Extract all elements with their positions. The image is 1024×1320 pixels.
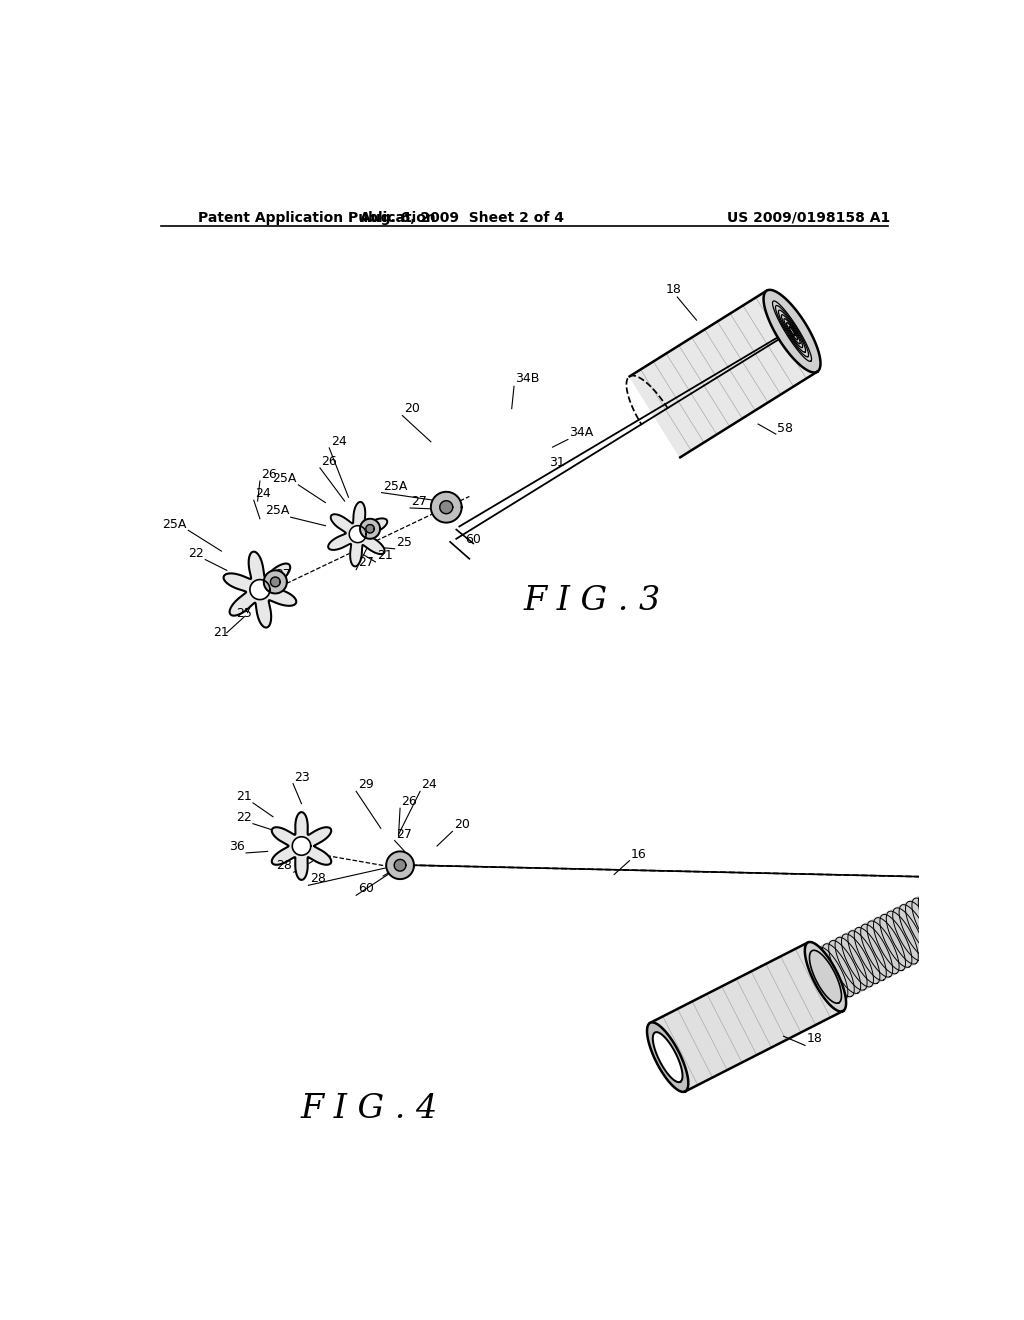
Polygon shape (812, 853, 1024, 1003)
Polygon shape (647, 1023, 688, 1092)
Polygon shape (431, 492, 462, 523)
Text: 36: 36 (228, 840, 245, 853)
Text: 60: 60 (357, 882, 374, 895)
Polygon shape (328, 502, 387, 566)
Polygon shape (223, 552, 296, 627)
Text: 26: 26 (322, 455, 337, 467)
Polygon shape (270, 577, 281, 587)
Text: 22: 22 (188, 548, 204, 560)
Text: 20: 20 (403, 403, 420, 416)
Text: 58: 58 (777, 422, 794, 434)
Polygon shape (630, 290, 817, 457)
Text: 60: 60 (466, 533, 481, 546)
Polygon shape (292, 837, 310, 855)
Text: 18: 18 (807, 1032, 822, 1045)
Text: 27: 27 (396, 828, 412, 841)
Polygon shape (250, 579, 270, 599)
Polygon shape (394, 859, 406, 871)
Polygon shape (366, 524, 374, 533)
Text: 24: 24 (422, 779, 437, 791)
Text: 34B: 34B (515, 372, 540, 384)
Text: 25A: 25A (383, 479, 408, 492)
Text: 25: 25 (396, 536, 412, 549)
Text: 21: 21 (236, 789, 252, 803)
Polygon shape (650, 942, 843, 1092)
Text: 25: 25 (236, 607, 252, 619)
Text: 34A: 34A (569, 425, 594, 438)
Text: 18: 18 (666, 284, 682, 296)
Polygon shape (1001, 853, 1024, 906)
Text: 22: 22 (236, 810, 252, 824)
Text: 21: 21 (214, 626, 229, 639)
Text: 23: 23 (295, 771, 310, 784)
Text: US 2009/0198158 A1: US 2009/0198158 A1 (727, 211, 890, 224)
Text: Patent Application Publication: Patent Application Publication (199, 211, 436, 224)
Text: 29: 29 (357, 779, 374, 791)
Text: 31: 31 (549, 457, 564, 470)
Text: 24: 24 (331, 434, 346, 447)
Text: 16: 16 (631, 847, 647, 861)
Polygon shape (653, 1032, 683, 1082)
Polygon shape (386, 851, 414, 879)
Polygon shape (439, 500, 453, 513)
Text: 27: 27 (412, 495, 427, 508)
Text: F I G . 3: F I G . 3 (524, 585, 662, 618)
Text: 27: 27 (357, 557, 374, 569)
Text: 26: 26 (401, 795, 418, 808)
Text: 25A: 25A (272, 471, 297, 484)
Text: 25A: 25A (163, 517, 186, 531)
Text: 21: 21 (377, 549, 393, 562)
Polygon shape (264, 570, 287, 594)
Text: 28: 28 (310, 873, 326, 886)
Text: F I G . 4: F I G . 4 (301, 1093, 438, 1126)
Polygon shape (764, 290, 820, 372)
Text: 25: 25 (385, 863, 400, 876)
Text: Aug. 6, 2009  Sheet 2 of 4: Aug. 6, 2009 Sheet 2 of 4 (359, 211, 563, 224)
Polygon shape (805, 942, 846, 1011)
Polygon shape (360, 519, 380, 539)
Text: 26: 26 (261, 469, 278, 480)
Polygon shape (349, 525, 367, 543)
Text: 24: 24 (255, 487, 271, 500)
Text: 25A: 25A (265, 504, 289, 517)
Text: 20: 20 (454, 818, 470, 832)
Text: 27: 27 (275, 568, 291, 581)
Polygon shape (271, 812, 331, 880)
Text: 28: 28 (276, 859, 292, 873)
